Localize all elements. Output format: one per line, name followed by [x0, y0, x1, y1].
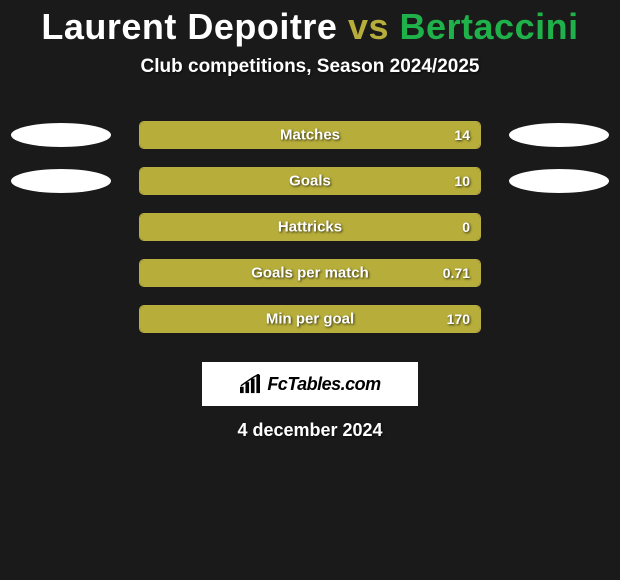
- stat-value: 0: [462, 219, 470, 235]
- stat-label: Matches: [280, 127, 340, 144]
- stat-row: Goals per match 0.71: [0, 250, 620, 296]
- stat-bar: Matches 14: [139, 121, 481, 149]
- stat-bar: Goals per match 0.71: [139, 259, 481, 287]
- stat-value: 170: [447, 311, 470, 327]
- stat-bar: Hattricks 0: [139, 213, 481, 241]
- player2-name: Bertaccini: [400, 6, 579, 47]
- right-ellipse: [509, 169, 609, 193]
- right-ellipse: [509, 123, 609, 147]
- stat-value: 0.71: [443, 265, 470, 281]
- left-ellipse: [11, 169, 111, 193]
- vs-text: vs: [348, 6, 389, 47]
- left-ellipse: [11, 123, 111, 147]
- subtitle: Club competitions, Season 2024/2025: [0, 56, 620, 78]
- stat-bar: Goals 10: [139, 167, 481, 195]
- stats-container: Matches 14 Goals 10 Hattricks 0 Goals per matc…: [0, 112, 620, 342]
- stat-row: Goals 10: [0, 158, 620, 204]
- stat-row: Min per goal 170: [0, 296, 620, 342]
- stat-label: Goals: [289, 173, 331, 190]
- stat-label: Hattricks: [278, 219, 342, 236]
- brand-box: FcTables.com: [202, 362, 418, 406]
- stat-value: 14: [454, 127, 470, 143]
- stat-label: Min per goal: [266, 311, 354, 328]
- stat-label: Goals per match: [251, 265, 369, 282]
- stat-bar: Min per goal 170: [139, 305, 481, 333]
- comparison-title: Laurent Depoitre vs Bertaccini: [0, 0, 620, 48]
- date-text: 4 december 2024: [0, 420, 620, 441]
- player1-name: Laurent Depoitre: [41, 6, 337, 47]
- stat-value: 10: [454, 173, 470, 189]
- stat-row: Hattricks 0: [0, 204, 620, 250]
- brand-text: FcTables.com: [267, 374, 380, 395]
- stat-row: Matches 14: [0, 112, 620, 158]
- bar-chart-icon: [239, 374, 261, 394]
